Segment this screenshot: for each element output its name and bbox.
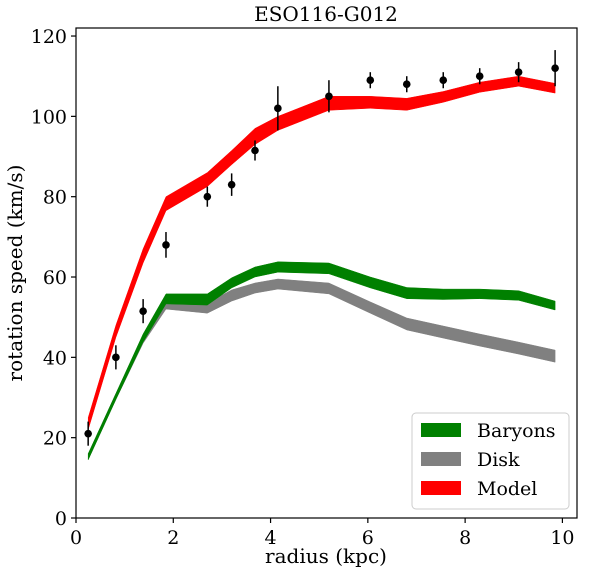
band-baryons: [87, 261, 556, 460]
legend-label-model: Model: [477, 478, 537, 500]
y-tick-label: 120: [31, 26, 67, 48]
data-point: [227, 180, 236, 189]
data-point: [112, 353, 120, 362]
data-point: [475, 72, 484, 80]
x-tick-label: 10: [550, 527, 574, 549]
y-tick-label: 0: [55, 508, 67, 530]
x-axis-label: radius (kpc): [265, 544, 387, 568]
x-tick-label: 2: [167, 527, 179, 549]
legend-swatch-model: [421, 481, 461, 495]
data-point: [274, 104, 282, 113]
data-point: [439, 76, 448, 85]
data-point: [402, 80, 411, 89]
legend-swatch-baryons: [421, 423, 461, 437]
data-point: [366, 76, 375, 85]
data-point: [162, 241, 170, 249]
y-tick-label: 40: [43, 347, 67, 369]
legend-label-baryons: Baryons: [477, 420, 556, 442]
series-bands: [87, 75, 556, 460]
x-tick-label: 6: [362, 527, 374, 549]
y-axis-label: rotation speed (km/s): [3, 165, 27, 382]
data-point: [514, 68, 523, 76]
observations: [84, 50, 559, 446]
chart-title: ESO116-G012: [254, 2, 398, 26]
x-axis-ticks: 0 2 4 6 8 10: [70, 518, 575, 549]
data-point: [139, 307, 147, 315]
y-tick-label: 100: [31, 106, 67, 128]
y-tick-label: 60: [43, 267, 67, 289]
legend: Baryons Disk Model: [411, 412, 570, 510]
plot-area: 0 2 4 6 8 10 0 20 40 60 80 100 120: [31, 26, 578, 549]
data-point: [251, 146, 259, 155]
y-tick-label: 80: [43, 187, 67, 209]
legend-swatch-disk: [421, 452, 461, 466]
x-tick-label: 8: [459, 527, 471, 549]
data-point: [551, 64, 559, 72]
data-point: [325, 92, 333, 101]
data-point: [84, 429, 92, 438]
x-tick-label: 4: [265, 527, 277, 549]
band-disk: [87, 278, 556, 460]
plot-frame: [75, 27, 578, 519]
legend-label-disk: Disk: [477, 449, 520, 471]
y-tick-label: 20: [43, 428, 67, 450]
x-tick-label: 0: [70, 527, 82, 549]
y-axis-ticks: 0 20 40 60 80 100 120: [31, 26, 76, 530]
band-model: [87, 75, 556, 430]
data-point: [203, 192, 212, 201]
